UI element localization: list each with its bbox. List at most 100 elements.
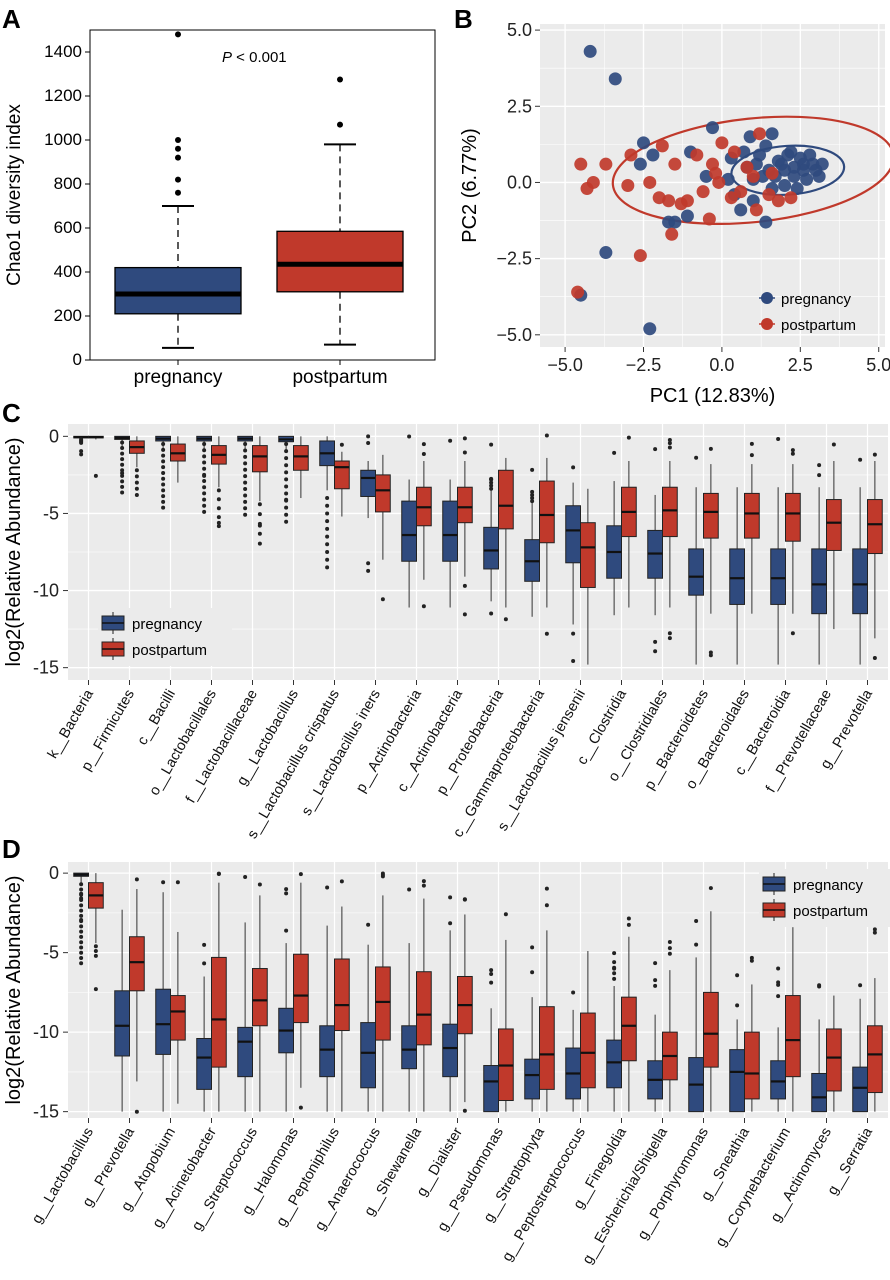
outlier-point	[202, 497, 207, 502]
outlier-point	[284, 519, 289, 524]
p-value-text: < 0.001	[232, 49, 287, 66]
point-postpartum	[621, 179, 635, 192]
panel-label-d: D	[2, 834, 21, 864]
outlier-point	[694, 942, 699, 947]
outlier-point	[79, 919, 84, 924]
box-postpartum	[867, 499, 883, 555]
outlier-point	[175, 880, 180, 885]
outlier-point	[202, 460, 207, 465]
outlier-point	[134, 1109, 139, 1114]
outlier-point	[325, 885, 330, 890]
box-postpartum	[375, 474, 391, 513]
box-pregnancy	[360, 469, 376, 497]
outlier-point	[858, 457, 863, 462]
outlier-point	[448, 895, 453, 900]
outlier-point	[79, 887, 84, 892]
point-postpartum	[655, 139, 669, 153]
outlier-point	[161, 505, 166, 510]
box-postpartum	[211, 956, 227, 1068]
outlier-point	[298, 872, 303, 877]
outlier-point	[325, 550, 330, 554]
point-postpartum	[762, 188, 776, 202]
outlier-point	[626, 916, 631, 921]
outlier-point	[612, 951, 617, 956]
box-postpartum	[334, 958, 350, 1032]
outlier-point	[530, 499, 535, 504]
outlier-point	[462, 1108, 467, 1113]
outlier-point	[79, 950, 84, 955]
y-tick-label: -15	[33, 658, 59, 678]
y-axis-label: log2(Relative Abundance)	[3, 875, 25, 1104]
outlier-point	[489, 486, 494, 491]
outlier-point	[872, 452, 877, 457]
panel-b-chart: −5.0 −2.5 0.0 2.5 5.0 −5.0 −2.5 0.0 2.5 5.0 PC1 (1…	[459, 20, 890, 407]
outlier-point	[325, 496, 330, 501]
point-postpartum	[765, 166, 779, 180]
outlier-point	[134, 492, 139, 497]
box-pregnancy	[483, 526, 499, 570]
outlier-point	[817, 463, 822, 468]
box-pregnancy	[483, 1065, 499, 1113]
outlier-point	[503, 617, 508, 622]
legend-label-postpartum: postpartum	[132, 642, 207, 659]
box-postpartum	[580, 522, 596, 588]
box-postpartum	[276, 230, 404, 293]
outlier-point	[134, 877, 139, 882]
point-postpartum	[784, 191, 798, 205]
outlier-point	[243, 493, 248, 498]
outlier-point	[817, 983, 822, 988]
legend-label-pregnancy: pregnancy	[793, 877, 864, 894]
box-postpartum	[334, 460, 350, 490]
outlier-point	[325, 511, 330, 516]
outlier-point	[243, 454, 248, 459]
point-postpartum	[633, 249, 647, 263]
outlier-point	[284, 470, 289, 475]
outlier-point	[653, 649, 658, 654]
outlier-point	[134, 474, 139, 479]
outlier-point	[216, 515, 221, 520]
box-postpartum	[703, 492, 719, 539]
x-tick-label: g__Corynebacterium	[713, 1125, 794, 1250]
box-pregnancy	[770, 1060, 786, 1100]
point-pregnancy	[781, 148, 795, 162]
outlier-point	[120, 440, 125, 445]
outlier-point	[872, 930, 877, 935]
outlier-point	[790, 451, 795, 456]
point-pregnancy	[759, 215, 773, 229]
outlier-point	[216, 497, 221, 502]
box-postpartum	[293, 953, 309, 1024]
box-postpartum	[170, 995, 186, 1041]
outlier-point	[503, 912, 508, 917]
outlier-point	[735, 1003, 740, 1008]
outlier-point	[257, 882, 262, 887]
outlier-point	[161, 476, 166, 481]
outlier-point	[79, 961, 84, 966]
outlier-point	[735, 973, 740, 978]
outlier-point	[284, 891, 289, 896]
outlier-point	[202, 442, 207, 447]
outlier-point	[366, 434, 371, 439]
panel-label-a: A	[2, 4, 21, 34]
outlier-point	[626, 922, 631, 927]
box-pregnancy	[729, 1049, 745, 1113]
box-postpartum	[375, 966, 391, 1041]
box-pregnancy	[770, 548, 786, 605]
outlier-point	[202, 491, 207, 496]
box-postpartum	[744, 492, 760, 539]
outlier-point	[93, 473, 98, 478]
outlier-point	[79, 440, 84, 445]
box-pregnancy	[360, 1022, 376, 1089]
outlier-point	[202, 472, 207, 477]
legend-label-pregnancy: pregnancy	[132, 616, 203, 633]
box-pregnancy	[114, 990, 130, 1057]
point-postpartum	[702, 212, 716, 226]
box-postpartum	[457, 486, 473, 524]
point-pregnancy	[775, 157, 788, 171]
outlier-point	[284, 491, 289, 496]
x-tick-label: c__Bacilli	[134, 687, 178, 748]
outlier-point	[489, 980, 494, 985]
outlier-point	[407, 887, 412, 892]
outlier-point	[421, 452, 426, 457]
panel-c-legend: pregnancy postpartum	[98, 608, 232, 666]
box-pregnancy	[442, 500, 458, 562]
